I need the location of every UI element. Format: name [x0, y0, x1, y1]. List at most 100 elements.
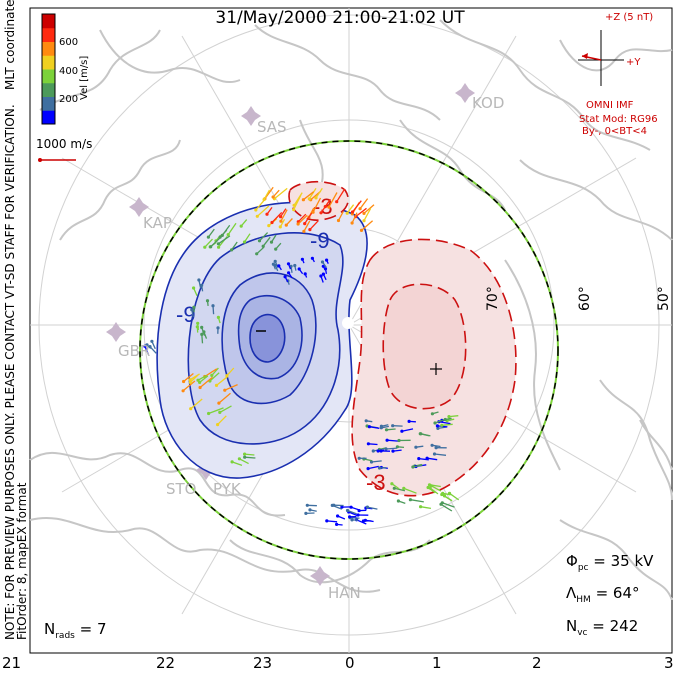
velocity-vector	[297, 214, 308, 225]
velocity-vector	[219, 405, 232, 413]
velocity-vector-origin	[440, 423, 444, 427]
velocity-vector-origin	[287, 271, 291, 275]
velocity-vector-origin	[216, 242, 220, 246]
contour-label: -9	[310, 228, 330, 253]
velocity-vector-origin	[182, 379, 186, 384]
velocity-vector-origin	[447, 415, 451, 419]
velocity-vector-origin	[257, 239, 262, 243]
velocity-vector	[224, 384, 238, 391]
velocity-vector-origin	[209, 245, 213, 249]
velocity-vector	[363, 207, 372, 222]
velocity-vector	[315, 187, 323, 199]
velocity-vector	[336, 188, 346, 203]
velocity-vector-origin	[443, 417, 447, 422]
pole-marker	[342, 317, 354, 329]
velocity-vector-origin	[392, 486, 396, 490]
contour-labels: -3 -9 -9 -3	[176, 194, 386, 495]
contour-label: -9	[176, 302, 196, 327]
velocity-vector	[308, 187, 317, 200]
colorbar-segment	[42, 27, 55, 42]
velocity-vector-origin	[350, 221, 354, 225]
velocity-vector-origin	[150, 339, 154, 343]
velocity-vector	[231, 461, 243, 467]
mlt-label: 22	[156, 654, 176, 672]
velocity-vectors	[143, 186, 460, 527]
velocity-vector	[385, 447, 398, 450]
velocity-vector	[418, 457, 429, 461]
colorbar-segment	[42, 110, 55, 125]
velocity-vector-origin	[402, 486, 406, 490]
velocity-vector-origin	[286, 262, 291, 266]
velocity-vector-origin	[376, 449, 380, 453]
velocity-vector	[190, 398, 203, 410]
velocity-vector-origin	[214, 383, 219, 387]
velocity-vector-origin	[435, 424, 439, 428]
velocity-vector	[361, 220, 374, 231]
velocity-vector-origin	[391, 449, 395, 453]
velocity-vector-origin	[321, 264, 325, 268]
latitude-label: 70°	[485, 286, 501, 311]
velocity-vector	[328, 192, 338, 208]
velocity-vector	[326, 520, 338, 523]
colorbar-segment	[42, 82, 55, 97]
velocity-vector	[303, 191, 315, 201]
velocity-vector-origin	[216, 423, 220, 427]
velocity-vector	[438, 421, 451, 425]
velocity-vector-origin	[433, 421, 437, 425]
velocity-vector	[263, 189, 271, 200]
site-label: KOD	[472, 94, 505, 112]
velocity-vector-origin	[283, 275, 287, 279]
velocity-vector-origin	[218, 410, 222, 414]
site-label: STO	[166, 480, 197, 498]
velocity-vector-origin	[369, 460, 374, 464]
colorbar-segment	[42, 69, 55, 84]
velocity-vector-origin	[188, 380, 192, 384]
velocity-vector	[441, 423, 453, 426]
velocity-vector-origin	[362, 211, 366, 215]
velocity-vector-origin	[243, 452, 247, 456]
velocity-vector	[420, 506, 432, 510]
velocity-vector-origin	[363, 518, 367, 522]
velocity-vector-origin	[364, 419, 368, 423]
velocity-vector	[221, 224, 231, 236]
velocity-vector-origin	[440, 492, 444, 497]
site-label: KAP	[143, 214, 172, 232]
velocity-vector-origin	[327, 205, 331, 209]
velocity-vector-origin	[314, 196, 318, 200]
velocity-vector	[293, 192, 303, 206]
radar-count-value: = 7	[79, 620, 107, 638]
velocity-vector-origin	[242, 240, 247, 244]
site-label: PYK	[213, 480, 241, 498]
velocity-vector-origin	[200, 283, 204, 287]
colorbar-tick: 600	[59, 37, 79, 48]
colorbar-tick: 400	[59, 66, 79, 77]
velocity-colorbar	[41, 13, 56, 125]
velocity-vector-origin	[307, 197, 311, 201]
mlt-label: 0	[345, 654, 355, 672]
velocity-vector	[401, 428, 414, 432]
velocity-vector	[217, 415, 227, 426]
velocity-vector-origin	[223, 388, 227, 392]
velocity-vector-origin	[358, 207, 362, 211]
velocity-vector	[337, 211, 344, 221]
imf-z-label: +Z (5 nT)	[605, 12, 654, 23]
velocity-vector	[351, 200, 362, 213]
velocity-vector-origin	[188, 378, 192, 382]
velocity-vector	[320, 201, 329, 214]
velocity-vector-origin	[279, 219, 283, 223]
velocity-vector-origin	[432, 452, 437, 456]
velocity-vector-origin	[362, 219, 366, 223]
colorbar-segment	[42, 96, 55, 111]
velocity-vector-origin	[181, 389, 185, 393]
velocity-vector	[218, 392, 231, 404]
velocity-vector-origin	[384, 428, 389, 432]
velocity-vector-origin	[301, 198, 305, 202]
velocity-vector-origin	[284, 223, 288, 227]
coordinate-system-label: MLT coordinates	[3, 0, 17, 90]
velocity-vector-origin	[243, 455, 247, 459]
velocity-vector-origin	[262, 197, 266, 202]
fit-order-label: FitOrder: 8, mapEX format	[15, 482, 29, 640]
velocity-vector	[259, 232, 269, 242]
velocity-vector-origin	[292, 208, 296, 212]
velocity-vector-origin	[319, 211, 323, 215]
